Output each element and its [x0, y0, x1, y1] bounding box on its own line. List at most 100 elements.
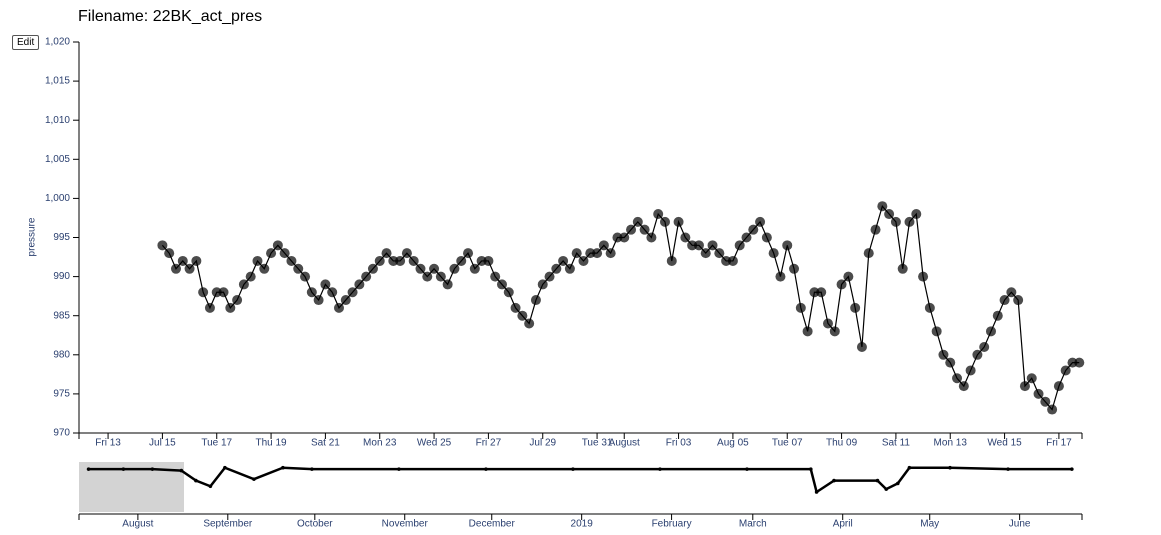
x-tick-label: February	[652, 519, 692, 530]
data-point	[884, 209, 895, 220]
data-point	[714, 248, 725, 259]
data-point	[483, 255, 494, 266]
data-point	[578, 255, 589, 266]
x-tick-label: 2019	[571, 519, 594, 530]
x-tick-label: November	[382, 519, 429, 530]
data-point	[286, 255, 297, 266]
edit-button[interactable]: Edit	[12, 35, 40, 50]
data-point	[707, 240, 718, 251]
y-tick-label: 980	[53, 349, 70, 360]
data-point	[524, 318, 535, 329]
data-point	[429, 263, 440, 274]
data-point	[333, 302, 344, 313]
x-tick-label: Tue 07	[772, 438, 803, 449]
data-point	[469, 263, 480, 274]
data-point	[632, 216, 643, 227]
data-point	[931, 326, 942, 337]
data-point	[1053, 381, 1064, 392]
data-point	[693, 240, 704, 251]
y-tick-label: 1,010	[45, 115, 70, 126]
data-point	[537, 279, 548, 290]
data-point	[551, 263, 562, 274]
data-point	[938, 349, 949, 360]
data-point	[571, 467, 575, 471]
data-point	[680, 232, 691, 243]
data-point	[658, 467, 662, 471]
data-point	[150, 467, 155, 471]
data-point	[592, 248, 603, 259]
y-tick-label: 970	[53, 428, 70, 439]
data-point	[194, 478, 198, 483]
data-point	[347, 287, 358, 298]
x-tick-label: Mon 23	[363, 438, 397, 449]
x-tick-label: Wed 15	[987, 438, 1022, 449]
data-point	[985, 326, 996, 337]
data-point	[850, 302, 861, 313]
data-point	[904, 216, 915, 227]
data-point	[1040, 396, 1051, 407]
data-point	[272, 240, 283, 251]
chart-title: Filename: 22BK_act_pres	[78, 8, 262, 25]
y-tick-label: 995	[53, 232, 70, 243]
data-point	[252, 477, 256, 481]
data-point	[281, 465, 285, 470]
data-point	[626, 224, 637, 235]
data-point	[558, 255, 569, 266]
data-point	[456, 255, 467, 266]
data-point	[164, 248, 175, 259]
y-tick-label: 990	[53, 271, 70, 282]
data-point	[1070, 467, 1074, 471]
x-tick-label: August	[609, 438, 640, 449]
data-point	[1060, 365, 1071, 376]
data-point	[836, 279, 847, 290]
data-point	[884, 487, 889, 491]
data-point	[340, 295, 351, 306]
data-point	[673, 216, 684, 227]
x-tick-label: Mon 13	[934, 438, 968, 449]
data-point	[748, 224, 759, 235]
data-point	[1019, 381, 1030, 392]
x-tick-label: Jul 29	[529, 438, 556, 449]
x-tick-label: Fri 03	[666, 438, 692, 449]
data-point	[979, 341, 990, 352]
y-tick-label: 1,000	[45, 193, 70, 204]
data-point	[789, 263, 800, 274]
data-point	[198, 287, 209, 298]
data-point	[924, 302, 935, 313]
data-point	[700, 248, 711, 259]
x-tick-label: April	[833, 519, 853, 530]
data-point	[496, 279, 507, 290]
data-point	[354, 279, 365, 290]
data-point	[666, 255, 677, 266]
data-point	[843, 271, 854, 282]
data-point	[907, 465, 912, 470]
data-point	[401, 248, 412, 259]
x-tick-label: December	[469, 519, 516, 530]
data-point	[279, 248, 290, 259]
x-tick-label: Tue 17	[201, 438, 232, 449]
data-point	[952, 373, 963, 384]
x-tick-label: September	[203, 519, 253, 530]
data-point	[361, 271, 372, 282]
data-point	[948, 465, 952, 470]
data-point	[415, 263, 426, 274]
data-point	[232, 295, 243, 306]
x-tick-label: August	[122, 519, 153, 530]
data-point	[1074, 357, 1085, 368]
data-point	[86, 467, 91, 471]
data-point	[484, 467, 488, 471]
data-point	[442, 279, 453, 290]
data-point	[639, 224, 650, 235]
data-point	[775, 271, 786, 282]
data-point	[829, 326, 840, 337]
data-point	[1026, 373, 1037, 384]
data-point	[761, 232, 772, 243]
data-point	[374, 255, 385, 266]
data-point	[727, 255, 738, 266]
data-point	[449, 263, 460, 274]
data-point	[832, 478, 836, 483]
data-point	[875, 478, 880, 483]
